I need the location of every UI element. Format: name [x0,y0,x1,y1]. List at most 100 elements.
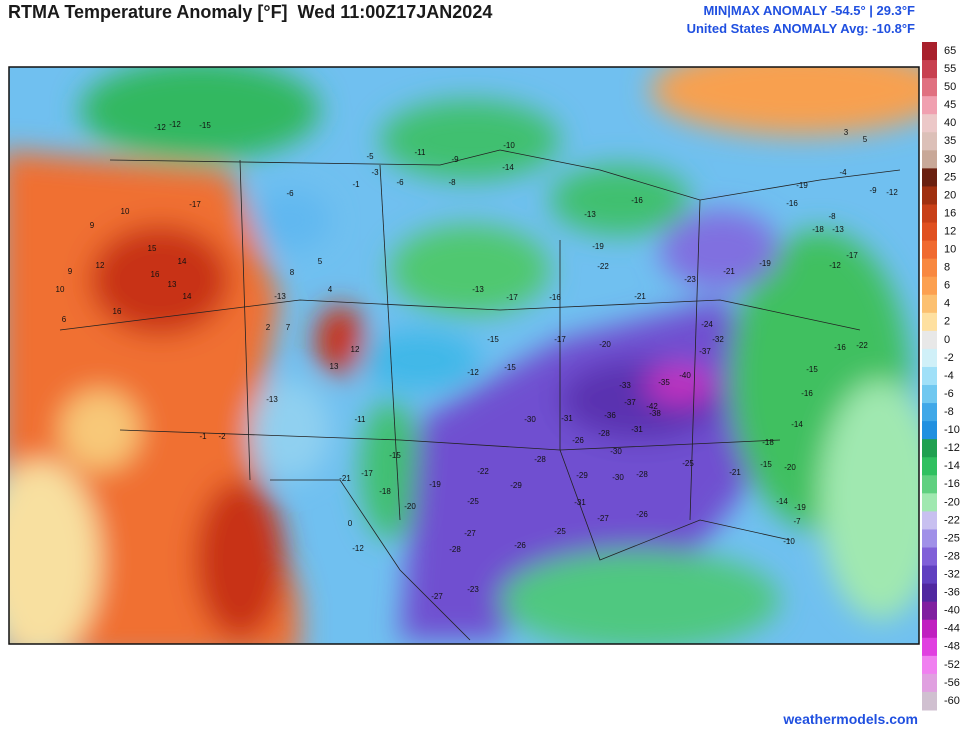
legend-swatch [922,637,937,657]
legend-swatch [922,330,937,350]
anomaly-label: -15 [487,335,499,344]
legend-label: 35 [944,135,956,147]
legend-label: -28 [944,550,960,562]
anomaly-label: -17 [189,200,201,209]
anomaly-label: 9 [68,267,73,276]
anomaly-label: -15 [504,363,516,372]
anomaly-label: 5 [863,135,868,144]
legend-swatch [922,529,937,549]
anomaly-label: -1 [199,432,207,441]
legend-label: -60 [944,695,960,707]
anomaly-label: 12 [351,345,360,354]
legend-swatch [922,619,937,639]
anomaly-label: 14 [178,257,187,266]
legend-swatch [922,276,937,296]
legend-swatch [922,366,937,386]
legend-swatch [922,294,937,314]
anomaly-label: -28 [534,455,546,464]
footer: weathermodels.com [782,711,918,727]
legend-swatch [922,348,937,368]
legend-swatch [922,204,937,224]
anomaly-label: -37 [624,398,636,407]
legend-label: 2 [944,316,950,328]
legend-swatch [922,565,937,585]
legend-label: 0 [944,334,950,346]
anomaly-label: -9 [869,186,877,195]
legend-swatch [922,655,937,675]
legend-swatch [922,258,937,278]
anomaly-label: -36 [604,411,616,420]
anomaly-label: -11 [355,415,367,424]
anomaly-label: -13 [274,292,286,301]
legend-label: 50 [944,81,956,93]
legend-swatch [922,186,937,205]
anomaly-label: -14 [791,420,803,429]
legend-label: -14 [944,460,960,472]
legend-label: -25 [944,532,960,544]
legend-label: -52 [944,659,960,671]
legend-swatch [922,168,937,187]
legend-swatch [922,114,937,133]
legend-label: 25 [944,171,956,183]
anomaly-label: -12 [169,120,181,129]
legend-swatch [922,691,937,711]
legend-label: 55 [944,63,956,75]
anomaly-label: 6 [62,315,67,324]
anomaly-label: -28 [598,429,610,438]
anomaly-label: -13 [832,225,844,234]
map-frame [8,66,920,645]
legend-label: -20 [944,496,960,508]
legend-label: -56 [944,677,960,689]
anomaly-label: -8 [828,212,836,221]
anomaly-label: -30 [612,473,624,482]
anomaly-label: -6 [396,178,404,187]
anomaly-label: -29 [576,471,588,480]
anomaly-label: -3 [371,168,379,177]
legend-swatch [922,475,937,494]
anomaly-label: -27 [597,514,609,523]
anomaly-label: -17 [361,469,373,478]
legend-label: -36 [944,587,960,599]
average: United States ANOMALY Avg: -10.8°F [687,21,915,36]
anomaly-label: -33 [619,381,631,390]
legend-swatch [922,150,937,169]
anomaly-label: -23 [467,585,479,594]
legend-label: 40 [944,117,956,129]
anomaly-label: 10 [56,285,65,294]
legend-swatch [922,493,937,512]
anomaly-label: -12 [467,368,479,377]
anomaly-label: 10 [121,207,130,216]
anomaly-label: -17 [554,335,566,344]
anomaly-label: -10 [503,141,515,150]
legend-label: -2 [944,352,954,364]
legend-swatch [922,583,937,603]
anomaly-label: -15 [806,365,818,374]
legend-label: 12 [944,225,956,237]
legend-swatch [922,312,937,332]
anomaly-label: -18 [762,438,774,447]
anomaly-label: 8 [290,268,295,277]
legend-swatch [922,457,937,476]
legend-swatch [922,78,937,97]
anomaly-label: -31 [561,414,573,423]
anomaly-label: -15 [760,460,772,469]
legend-swatch [922,421,937,440]
anomaly-label: -35 [658,378,670,387]
anomaly-label: -20 [599,340,611,349]
anomaly-label: -12 [829,261,841,270]
anomaly-label: -26 [636,510,648,519]
anomaly-label: -1 [352,180,360,189]
anomaly-label: -26 [572,436,584,445]
legend-label: -16 [944,478,960,490]
anomaly-label: -19 [759,259,771,268]
anomaly-label: 14 [183,292,192,301]
anomaly-label: -18 [379,487,391,496]
anomaly-label: 0 [348,519,353,528]
anomaly-label: 12 [96,261,105,270]
anomaly-label: 13 [330,362,339,371]
legend-swatch [922,403,937,422]
anomaly-label: -25 [682,459,694,468]
legend-label: 65 [944,45,956,57]
minmax: MIN|MAX ANOMALY -54.5° | 29.3°F [703,3,915,18]
